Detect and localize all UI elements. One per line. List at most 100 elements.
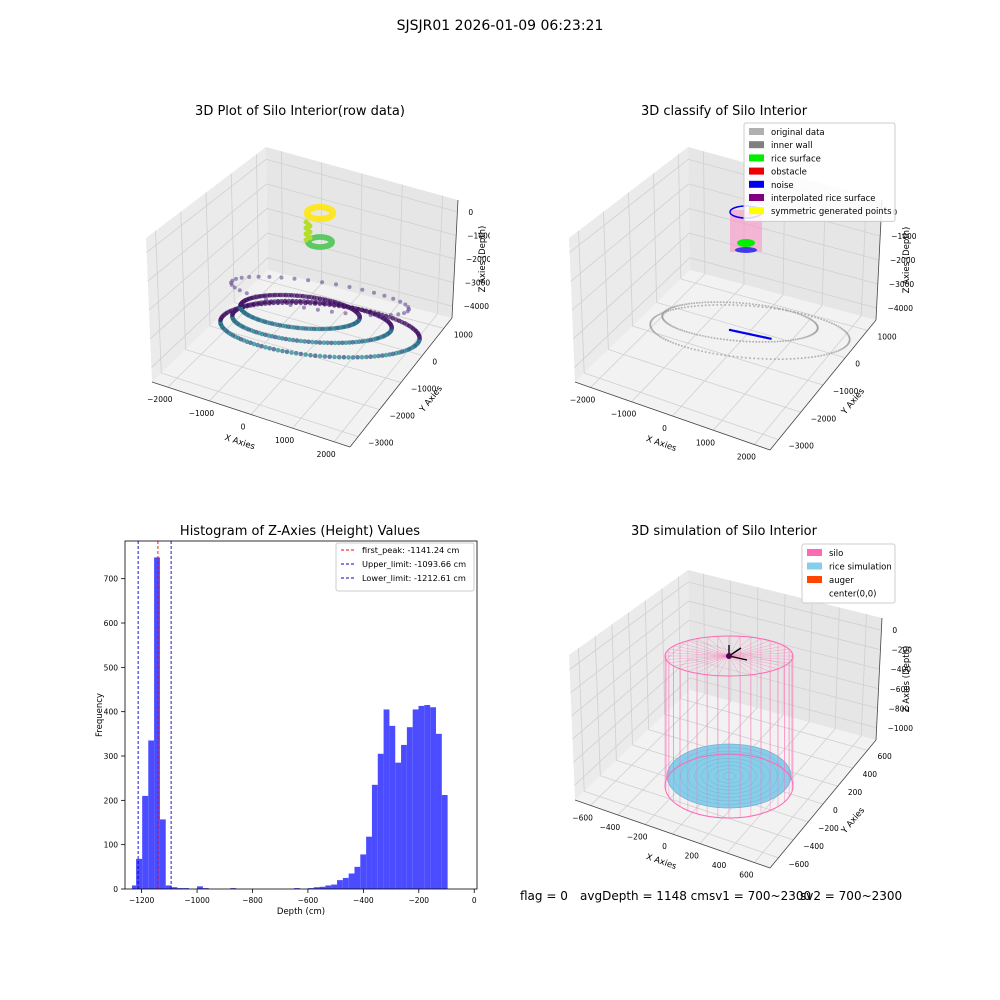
p2-point: [712, 352, 715, 355]
p4-silo-spoke: [728, 655, 741, 676]
p1-point: [308, 352, 313, 358]
p2-point: [687, 305, 690, 308]
p1-point: [307, 229, 313, 235]
p3-legend: [335, 542, 475, 592]
p2-point: [835, 350, 838, 353]
panel2-title: 3D classify of Silo Interior: [640, 104, 808, 119]
p2-point: [842, 347, 845, 350]
p2-legend-label: noise: [771, 181, 794, 191]
p1-point: [347, 285, 352, 289]
p1-grid-z: [146, 158, 458, 253]
p1-x-tick-label: 1000: [275, 436, 294, 445]
p4-legend-label: silo: [829, 549, 843, 559]
p4-grid-x-back: [782, 593, 786, 716]
p1-point: [251, 341, 257, 347]
p3-histogram-bar: [360, 854, 367, 889]
p2-x-tick-label: −1000: [611, 410, 637, 419]
p3-y-tick-label: 100: [104, 841, 119, 850]
p2-point: [657, 314, 660, 316]
p2-point: [808, 335, 810, 337]
p2-point: [728, 303, 731, 306]
p1-point: [267, 274, 272, 279]
p1-point: [232, 285, 237, 290]
p3-histogram-bar: [131, 885, 137, 889]
p2-point: [761, 357, 764, 360]
p1-point: [317, 300, 322, 305]
p3-histogram-bar: [366, 836, 372, 889]
p1-y-tick-label: −3000: [368, 439, 394, 448]
p1-point: [303, 237, 309, 243]
p1-point: [350, 340, 356, 345]
p2-point: [674, 308, 677, 310]
p2-point: [793, 357, 796, 360]
p2-x-axis-label: X Axies: [645, 434, 678, 454]
p2-point: [765, 306, 768, 309]
p1-point: [336, 354, 342, 360]
p1-point: [315, 307, 320, 312]
panel3-histogram: −1200 −1000 −800 −600 −400 −200 0 0 100 200 300 400…: [95, 540, 478, 917]
p2-point: [814, 355, 817, 358]
p4-z-tick-label: 0: [892, 626, 897, 635]
p2-y-tick-label: −1000: [833, 387, 859, 396]
p1-point: [360, 287, 365, 292]
p1-x-tick-label: 2000: [317, 450, 336, 459]
p3-histogram-bar: [307, 888, 314, 889]
p2-legend-swatch: [749, 128, 764, 135]
panel1-3d-scatter: −2000 −1000 0 1000 2000 1000 0 −1000 −2000 −3000 0…: [146, 147, 490, 459]
p3-histogram-bar: [342, 877, 349, 889]
p2-point: [761, 306, 764, 309]
p3-legend-label: Upper_limit: -1093.66 cm: [362, 559, 466, 569]
p1-point: [290, 337, 296, 343]
p1-x-axis-label: X Axies: [223, 433, 256, 452]
p1-point: [256, 274, 261, 279]
p2-legend: [743, 122, 896, 222]
p2-point: [817, 355, 820, 358]
p2-point: [828, 321, 831, 324]
p2-point: [773, 340, 776, 343]
p2-legend-swatch: [749, 141, 764, 149]
p2-point: [796, 312, 799, 315]
p2-point: [670, 307, 672, 309]
p2-point: [716, 303, 719, 306]
p4-center-marker: [726, 653, 732, 659]
p4-grid-x-back: [703, 573, 706, 695]
p1-point: [279, 275, 284, 280]
p2-point: [735, 339, 738, 342]
p2-point: [802, 314, 805, 317]
p1-point: [387, 352, 392, 357]
p1-point: [294, 338, 300, 343]
p4-silo-spoke: [696, 655, 730, 674]
p2-point: [770, 306, 773, 308]
p2-point: [704, 304, 707, 307]
p2-point: [745, 340, 748, 343]
p4-back-pane: [688, 570, 882, 740]
p1-point: [406, 305, 411, 310]
p3-x-tick-label: −200: [408, 896, 429, 905]
p2-point: [742, 340, 745, 343]
p3-histogram-bar: [294, 888, 300, 889]
p2-point: [806, 316, 809, 319]
p2-point: [773, 306, 776, 309]
p2-legend-label: original data: [771, 128, 825, 138]
p3-legend-label: first_peak: -1141.24 cm: [362, 545, 459, 555]
p2-point: [797, 357, 799, 360]
p2-point: [807, 356, 810, 359]
p4-z-tick-label: −400: [890, 665, 911, 674]
p2-point: [729, 339, 732, 342]
p3-histogram-bar: [142, 795, 149, 889]
p4-y-tick-label: 400: [863, 770, 878, 779]
p3-histogram-bar: [136, 858, 143, 889]
p1-point: [380, 353, 385, 358]
panel1-title: 3D Plot of Silo Interior(row data): [195, 104, 405, 119]
p2-z-tick-label: −4000: [888, 304, 914, 313]
p2-point: [837, 349, 840, 352]
p4-x-tick-label: 400: [712, 861, 727, 870]
p2-point: [817, 317, 820, 320]
p2-point: [823, 319, 826, 322]
p4-grid-x-back: [834, 607, 840, 730]
p1-z-axis-line: [451, 199, 459, 319]
p1-point: [340, 340, 345, 346]
p1-point: [346, 355, 351, 360]
p4-y-tick-label: 0: [833, 806, 838, 815]
p3-x-tick-label: −600: [298, 896, 319, 905]
